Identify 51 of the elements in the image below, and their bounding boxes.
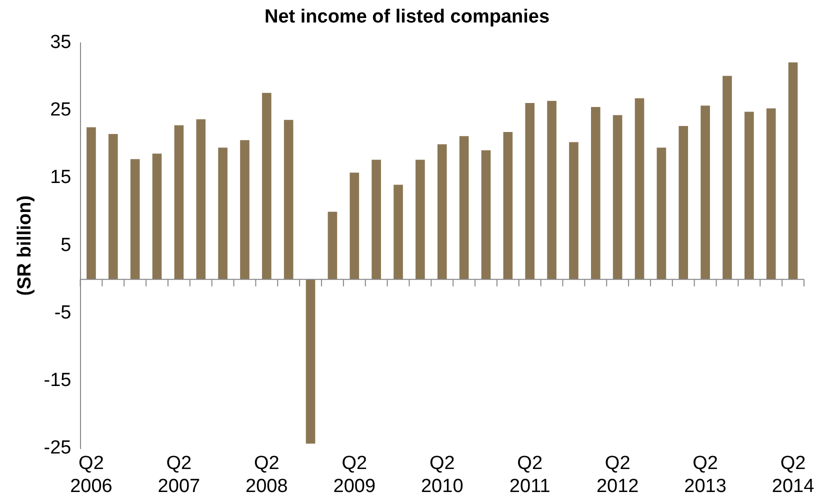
y-tick-label: 25 bbox=[50, 100, 72, 121]
bar bbox=[372, 160, 381, 280]
x-tick-label: Q2 2011 bbox=[509, 453, 550, 497]
bar bbox=[108, 134, 118, 280]
bar bbox=[152, 154, 162, 280]
bar bbox=[525, 102, 535, 280]
bar bbox=[788, 62, 798, 280]
x-tick-label: Q2 2008 bbox=[246, 453, 288, 497]
x-tick-label: Q2 2012 bbox=[596, 453, 639, 497]
x-tick-label: Q2 2006 bbox=[70, 453, 112, 497]
bar bbox=[350, 172, 360, 280]
x-tick-label: Q2 2010 bbox=[420, 453, 464, 497]
bar bbox=[130, 159, 140, 280]
bar bbox=[569, 142, 578, 280]
bar bbox=[656, 148, 666, 280]
bar bbox=[612, 115, 622, 280]
bar bbox=[196, 119, 206, 280]
x-tick-label: Q2 2007 bbox=[158, 453, 200, 497]
bar bbox=[218, 148, 228, 280]
bar bbox=[590, 107, 600, 280]
y-tick-label: 15 bbox=[50, 167, 72, 188]
y-tick-label: 35 bbox=[50, 32, 72, 54]
bar bbox=[416, 160, 425, 280]
y-tick-label: 5 bbox=[60, 234, 72, 256]
bar bbox=[503, 132, 513, 280]
bar bbox=[284, 120, 294, 280]
bar bbox=[678, 126, 688, 280]
bar bbox=[722, 76, 732, 280]
bar bbox=[700, 106, 710, 280]
bar bbox=[437, 144, 447, 280]
bar bbox=[174, 125, 184, 280]
bar bbox=[547, 100, 556, 280]
y-tick-label: -15 bbox=[44, 370, 72, 392]
bar bbox=[634, 98, 644, 280]
bar bbox=[262, 92, 272, 280]
bar bbox=[459, 136, 469, 280]
bar bbox=[86, 127, 96, 280]
y-tick-label: -5 bbox=[54, 302, 72, 324]
bar bbox=[328, 212, 338, 280]
bar bbox=[306, 279, 316, 444]
chart-title: Net income of listed companies bbox=[264, 6, 550, 28]
x-tick-label: Q2 2014 bbox=[772, 453, 815, 497]
bar bbox=[481, 150, 491, 280]
bar bbox=[744, 112, 754, 280]
bar bbox=[240, 140, 250, 280]
bar bbox=[766, 108, 776, 280]
x-tick-label: Q2 2013 bbox=[684, 453, 726, 497]
bar bbox=[394, 184, 403, 280]
y-tick-label: -25 bbox=[44, 438, 72, 459]
y-axis-title: (SR billion) bbox=[14, 195, 36, 296]
x-tick-label: Q2 2009 bbox=[333, 453, 376, 497]
